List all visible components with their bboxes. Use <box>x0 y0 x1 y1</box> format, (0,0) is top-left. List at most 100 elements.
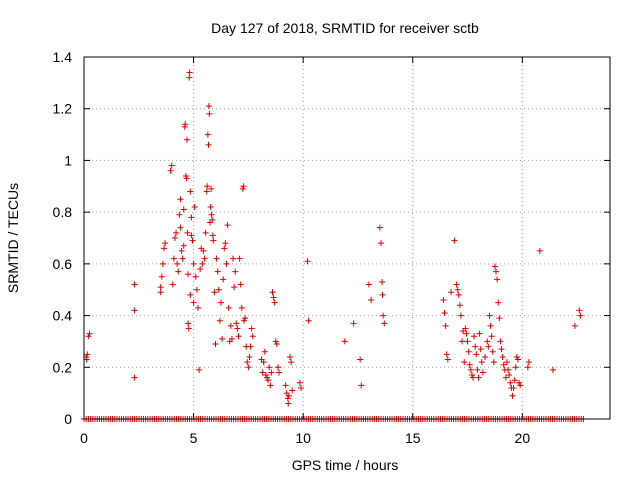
data-point <box>485 343 492 350</box>
axis-layer: 0 0.2 0.4 0.6 0.8 1 1.2 1.4 0 5 10 15 20 <box>53 49 610 446</box>
data-point <box>368 297 375 304</box>
data-point <box>273 341 280 348</box>
data-point <box>525 359 532 366</box>
data-point <box>227 322 234 329</box>
data-point <box>242 315 249 322</box>
data-point <box>182 172 189 179</box>
data-point <box>341 338 348 345</box>
data-point <box>482 353 489 360</box>
y-axis-title: SRMTID / TECUs <box>5 183 21 293</box>
data-point <box>157 289 164 296</box>
data-point <box>228 335 235 342</box>
data-point <box>233 320 240 327</box>
data-point <box>259 369 266 376</box>
data-point <box>468 372 475 379</box>
data-point <box>85 333 92 340</box>
data-point <box>207 203 214 210</box>
data-point <box>476 330 483 337</box>
data-point <box>170 255 177 262</box>
data-point <box>524 364 531 371</box>
data-point <box>491 263 498 270</box>
data-point <box>209 232 216 239</box>
data-point <box>487 322 494 329</box>
data-point <box>191 203 198 210</box>
data-point <box>177 196 184 203</box>
data-point <box>365 281 372 288</box>
data-point <box>455 291 462 298</box>
data-point <box>174 260 181 267</box>
data-point <box>205 141 212 148</box>
data-point <box>167 167 174 174</box>
x-tick-label: 10 <box>295 430 311 446</box>
data-point <box>168 162 175 169</box>
data-point <box>204 183 211 190</box>
data-point <box>194 304 201 311</box>
data-point <box>464 338 471 345</box>
data-point <box>499 353 506 360</box>
data-point <box>270 294 277 301</box>
data-point <box>239 185 246 192</box>
data-point <box>381 320 388 327</box>
data-point <box>512 364 519 371</box>
data-point <box>203 188 210 195</box>
data-point <box>296 379 303 386</box>
data-point <box>171 235 178 241</box>
data-point <box>261 348 268 355</box>
x-tick-label: 20 <box>515 430 531 446</box>
data-point <box>358 382 365 389</box>
data-point <box>189 237 196 244</box>
data-point <box>479 369 486 376</box>
data-point <box>289 387 296 394</box>
data-point <box>490 359 497 366</box>
data-point <box>215 286 222 293</box>
data-point <box>478 359 485 366</box>
data-point <box>240 317 247 324</box>
data-point <box>190 260 197 267</box>
data-point <box>214 268 221 275</box>
data-point <box>223 260 230 267</box>
data-point <box>184 136 191 143</box>
data-point <box>245 364 252 371</box>
points-layer <box>81 69 587 422</box>
data-point <box>221 245 228 252</box>
data-point <box>186 74 193 81</box>
data-point <box>268 369 275 376</box>
data-point <box>510 384 517 391</box>
data-point <box>357 356 364 363</box>
data-point <box>162 240 169 247</box>
data-point <box>264 374 271 381</box>
data-point <box>184 229 191 236</box>
data-point <box>185 271 192 278</box>
data-point <box>260 359 267 366</box>
data-point <box>459 338 466 345</box>
data-point <box>550 366 557 373</box>
data-point <box>211 289 218 296</box>
data-point <box>131 307 138 314</box>
data-point <box>441 309 448 316</box>
data-point <box>473 351 480 358</box>
data-point <box>494 276 501 283</box>
data-point <box>224 222 231 229</box>
data-point <box>282 382 289 389</box>
data-point <box>199 260 206 267</box>
data-point <box>193 286 200 293</box>
data-point <box>180 206 187 213</box>
data-point <box>196 366 203 373</box>
data-point <box>503 359 510 366</box>
data-point <box>159 260 166 267</box>
data-point <box>513 353 520 360</box>
data-point <box>461 359 468 366</box>
data-point <box>187 291 194 298</box>
data-point <box>285 400 292 407</box>
y-tick-label: 0.4 <box>53 308 73 324</box>
grid-layer <box>84 57 610 419</box>
data-point <box>173 229 180 236</box>
data-point <box>247 343 254 350</box>
data-point <box>440 297 447 304</box>
data-point <box>219 335 226 342</box>
data-point <box>217 299 224 306</box>
data-point <box>208 185 215 192</box>
data-point <box>287 353 294 360</box>
data-point <box>131 281 138 288</box>
